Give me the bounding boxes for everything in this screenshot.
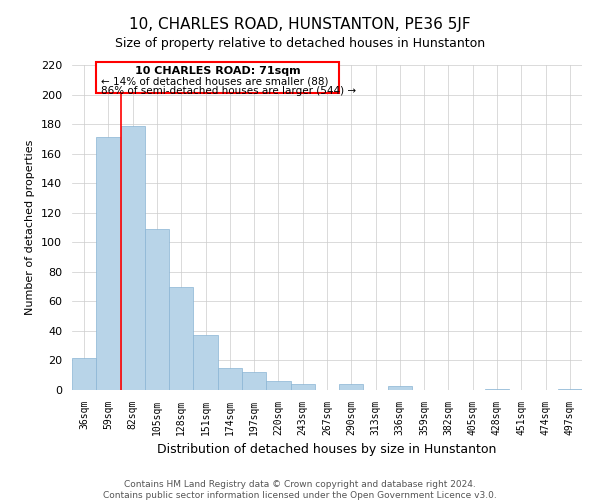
- Bar: [145, 229, 169, 390]
- Bar: [218, 368, 242, 390]
- Bar: [339, 384, 364, 390]
- Y-axis label: Number of detached properties: Number of detached properties: [25, 140, 35, 315]
- Bar: [485, 388, 509, 390]
- Bar: [388, 386, 412, 390]
- Text: Size of property relative to detached houses in Hunstanton: Size of property relative to detached ho…: [115, 38, 485, 51]
- X-axis label: Distribution of detached houses by size in Hunstanton: Distribution of detached houses by size …: [157, 444, 497, 456]
- Text: Contains HM Land Registry data © Crown copyright and database right 2024.: Contains HM Land Registry data © Crown c…: [124, 480, 476, 489]
- Bar: [121, 126, 145, 390]
- Bar: [169, 286, 193, 390]
- Bar: [96, 138, 121, 390]
- Bar: [266, 381, 290, 390]
- Text: Contains public sector information licensed under the Open Government Licence v3: Contains public sector information licen…: [103, 491, 497, 500]
- Text: 10 CHARLES ROAD: 71sqm: 10 CHARLES ROAD: 71sqm: [135, 66, 301, 76]
- Text: ← 14% of detached houses are smaller (88): ← 14% of detached houses are smaller (88…: [101, 77, 329, 87]
- Bar: [96, 62, 339, 93]
- Text: 86% of semi-detached houses are larger (544) →: 86% of semi-detached houses are larger (…: [101, 86, 356, 97]
- Text: 10, CHARLES ROAD, HUNSTANTON, PE36 5JF: 10, CHARLES ROAD, HUNSTANTON, PE36 5JF: [129, 18, 471, 32]
- Bar: [290, 384, 315, 390]
- Bar: [558, 388, 582, 390]
- Bar: [242, 372, 266, 390]
- Bar: [72, 358, 96, 390]
- Bar: [193, 336, 218, 390]
